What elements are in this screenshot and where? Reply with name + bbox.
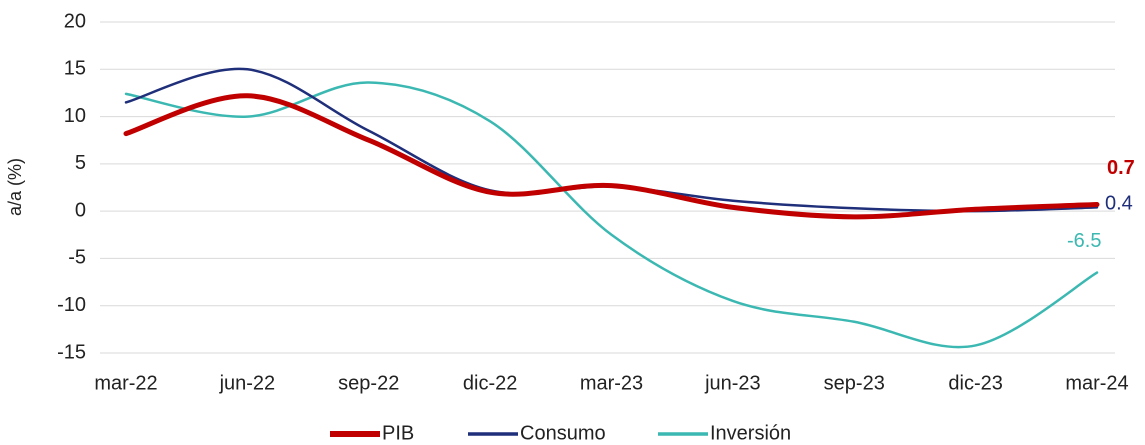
x-tick-label: mar-23 (580, 372, 643, 394)
data-label: 0.4 (1105, 193, 1133, 215)
legend-label: PIB (382, 422, 414, 444)
y-tick-label: 5 (75, 152, 86, 174)
y-tick-label: 10 (64, 105, 86, 127)
data-label: -6.5 (1067, 230, 1101, 252)
series-line (124, 81, 1099, 349)
legend-label: Inversión (710, 422, 791, 444)
x-tick-label: dic-22 (463, 372, 517, 394)
x-tick-label: dic-23 (948, 372, 1002, 394)
legend-label: Consumo (520, 422, 606, 444)
y-tick-label: 20 (64, 10, 86, 32)
x-tick-label: mar-22 (94, 372, 157, 394)
x-tick-label: jun-23 (704, 372, 761, 394)
y-tick-label: -10 (57, 294, 86, 316)
x-tick-label: jun-22 (219, 372, 276, 394)
y-tick-label: -5 (68, 247, 86, 269)
x-tick-label: mar-24 (1065, 372, 1128, 394)
x-tick-label: sep-22 (338, 372, 399, 394)
y-tick-label: 15 (64, 58, 86, 80)
series-line (124, 67, 1099, 213)
y-tick-label: -15 (57, 341, 86, 363)
series-line (123, 93, 1100, 220)
x-tick-label: sep-23 (824, 372, 885, 394)
data-label: 0.7 (1107, 157, 1135, 179)
y-axis-label: a/a (%) (5, 158, 25, 216)
y-tick-label: 0 (75, 199, 86, 221)
